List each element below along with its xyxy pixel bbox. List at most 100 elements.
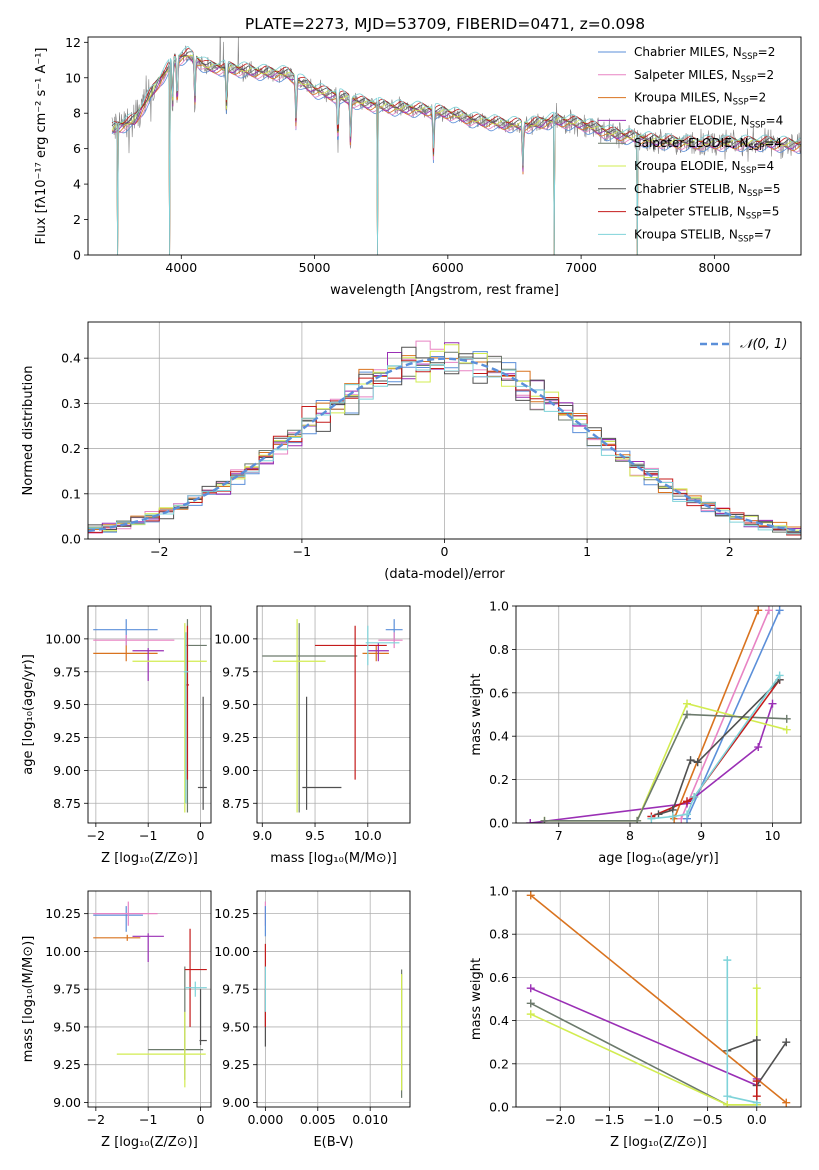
x-axis-label: Z [log₁₀(Z/Z⊙)] [101,851,198,866]
y-tick-label: 0.6 [489,685,509,700]
weight-marker [693,758,702,767]
y-tick-label: 0.6 [489,970,509,985]
weight-marker [752,1036,761,1045]
x-tick-label: −1 [293,544,311,559]
x-tick-label: 10 [765,828,781,843]
data-point [302,696,342,810]
weight-marker [768,699,777,708]
y-tick-label: 9.25 [53,1057,81,1072]
legend-label: 𝒩(0, 1) [740,337,787,352]
weight-marker [683,797,691,806]
legend: 𝒩(0, 1) [700,337,787,352]
weight-marker [754,606,763,615]
weight-marker [752,984,761,993]
data-point [315,625,387,780]
legend-label: Kroupa ELODIE, NSSP=4 [634,159,774,176]
gridlines [88,606,211,823]
panel-residuals: −2 −1 0 1 2 0.0 0.1 0.2 0.3 0.4 (data-model)/error… [21,321,802,582]
data-point [132,933,164,962]
y-tick-label: 0.4 [489,1013,509,1028]
weight-marker [526,984,535,993]
y-tick-label: 0 [73,248,81,263]
panel-mass_vs_Z: −2 −1 0 9.00 9.25 9.50 9.75 10.00 10.25 Z [log₁₀(… [21,890,212,1150]
y-tick-label: 10.00 [214,944,250,959]
y-tick-label: 0.2 [61,441,81,456]
data-point [197,696,207,810]
x-tick-label: 9.0 [252,828,272,843]
weight-marker [647,814,656,823]
x-tick-label: −2 [87,1112,105,1127]
model-spectrum-line [111,54,801,255]
y-axis-label: mass weight [469,673,484,755]
data-point [93,934,141,941]
x-tick-label: 0.005 [300,1112,336,1127]
y-tick-label: 0.8 [489,642,509,657]
gridlines [88,891,211,1107]
x-tick-label: 9.5 [305,828,325,843]
x-tick-label: −0.5 [692,1112,722,1127]
x-tick-label: −1 [139,828,157,843]
model-spectrum-line [111,54,801,255]
axes-frame [87,36,802,256]
y-tick-label: 12 [65,35,81,50]
y-tick-label: 10.00 [45,944,81,959]
y-tick-label: 8 [73,106,81,121]
y-tick-label: 8.75 [222,796,250,811]
x-axis-label: mass [log₁₀(M/M⊙)] [270,851,397,866]
y-tick-label: 2 [73,212,81,227]
x-tick-label: 2 [726,544,734,559]
model-spectrum-line [111,56,801,255]
x-tick-label: 0.0 [747,1112,767,1127]
data-point [199,989,207,1046]
data-point [93,634,175,646]
weight-marker [540,816,549,823]
model-spectrum-line [111,46,801,255]
weight-marker [526,1010,535,1019]
weight-marker [668,812,677,821]
weight-line [530,1002,757,1106]
x-tick-label: −2 [150,544,168,559]
data-point [93,901,158,926]
panel-age_vs_mass: 9.0 9.5 10.0 8.75 9.00 9.25 9.50 9.75 10.00 mass … [214,605,411,866]
legend-label: Salpeter MILES, NSSP=2 [634,68,774,85]
y-tick-label: 4 [73,177,81,192]
axes-frame [87,605,212,824]
x-tick-label: 0 [197,828,205,843]
y-tick-label: 0.8 [489,927,509,942]
weight-marker [633,816,642,823]
weight-line [727,1038,787,1088]
data-point [132,648,164,681]
data-point [184,928,207,1027]
gridlines [516,605,801,824]
y-tick-label: 9.25 [53,730,81,745]
x-tick-label: 10.0 [354,828,382,843]
weight-marker [690,792,699,801]
legend-label: Kroupa STELIB, NSSP=7 [634,227,772,244]
y-axis-label: age [log₁₀(age/yr)] [21,654,36,775]
y-tick-label: 0.1 [61,486,81,501]
plot-area [88,340,801,537]
y-tick-label: 1.0 [489,599,509,614]
data-point [272,619,326,813]
y-tick-label: 9.00 [53,763,81,778]
x-tick-label: 9 [697,828,705,843]
x-axis-label: (data-model)/error [384,567,505,582]
weight-marker [683,810,691,819]
y-tick-label: 0.4 [61,351,81,366]
y-tick-label: 9.75 [222,664,250,679]
weight-marker [782,714,791,723]
y-tick-label: 10.25 [45,906,81,921]
legend-label: Salpeter STELIB, NSSP=5 [634,205,779,222]
axes-frame [515,605,802,824]
legend-label: Chabrier ELODIE, NSSP=4 [634,113,783,130]
x-tick-label: 0 [197,1112,205,1127]
axes-frame [256,890,411,1108]
x-tick-label: 0.010 [352,1112,388,1127]
plot-area [264,901,403,1098]
x-tick-label: 0.000 [247,1112,283,1127]
weight-marker [754,743,763,752]
legend-label: Salpeter ELODIE, NSSP=4 [634,136,782,153]
y-tick-label: 0.0 [489,1100,509,1115]
weight-marker [723,956,732,965]
panel-weight_vs_Z: −2.0 −1.5 −1.0 −0.5 0.0 0.0 0.2 0.4 0.6 0.8 1.0 Z [… [469,884,802,1150]
